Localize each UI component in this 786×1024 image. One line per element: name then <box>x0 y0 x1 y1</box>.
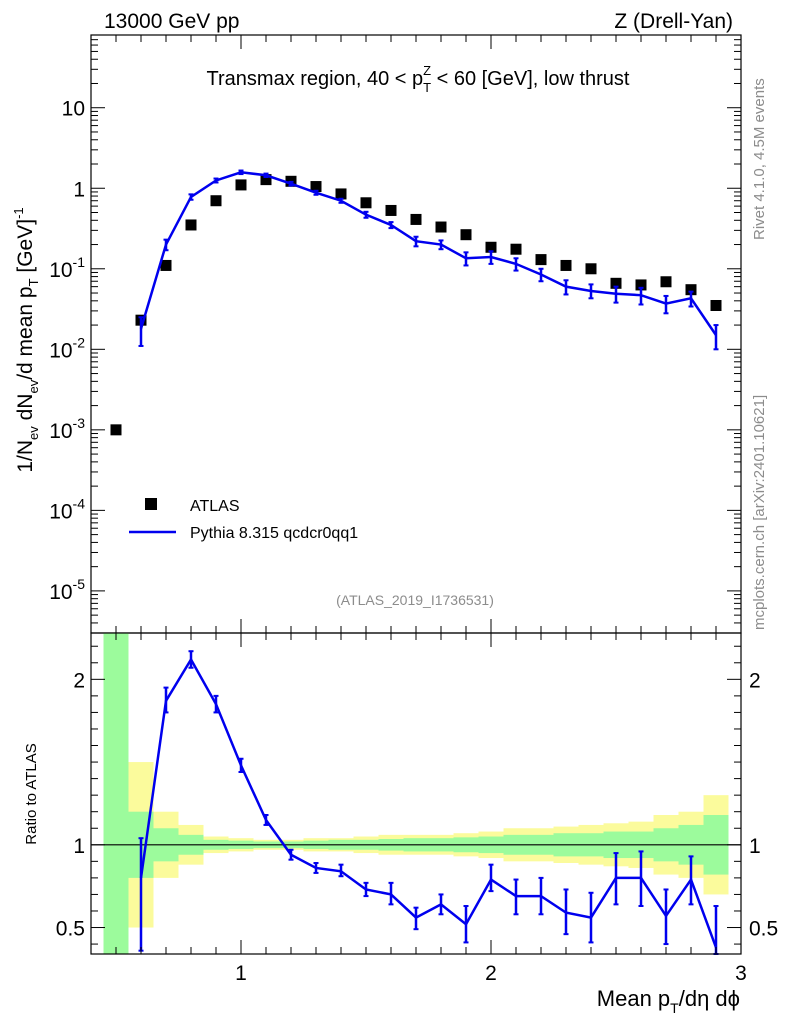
atlas-data-point <box>685 284 697 296</box>
main-panel: ATLAS Pythia 8.315 qcdcr0qq1 (ATLAS_2019… <box>11 34 742 634</box>
atlas-data-point <box>485 241 497 253</box>
ratio-plot-marks <box>138 650 719 955</box>
ratio-y-tick-label-right: 2 <box>749 669 761 692</box>
main-y-tick-label: 10 <box>62 98 85 121</box>
atlas-data-point <box>660 276 672 288</box>
atlas-data-point <box>510 243 522 255</box>
plot-title-tail: < 60 [GeV], low thrust <box>431 68 630 90</box>
atlas-data-point <box>435 221 447 233</box>
atlas-data-point <box>635 279 647 291</box>
atlas-data-point <box>385 204 397 216</box>
plot-title-sub: T <box>423 80 431 95</box>
ratio-frame <box>90 632 742 955</box>
legend: ATLAS Pythia 8.315 qcdcr0qq1 <box>129 498 358 542</box>
main-plot-marks <box>110 169 722 436</box>
energy-label: 13000 GeV pp <box>104 10 239 33</box>
ratio-uncertainty-bands <box>91 633 741 954</box>
main-y-tick-label: 10-5 <box>49 576 85 604</box>
atlas-data-point <box>260 174 272 186</box>
ratio-x-tick-label: 3 <box>735 962 747 985</box>
main-y-axis-label: 1/Nev dNev/d mean pT [GeV]-1 <box>11 207 41 472</box>
plot-title-main: Transmax region, 40 < p <box>207 68 424 90</box>
atlas-data-point <box>535 254 547 266</box>
ratio-y-axis-label: Ratio to ATLAS <box>23 743 40 844</box>
atlas-data-point <box>410 213 422 225</box>
main-frame <box>90 34 742 634</box>
main-y-tick-label: 1 <box>73 178 85 201</box>
process-label: Z (Drell-Yan) <box>614 10 733 33</box>
ratio-axes: 1 2 30.5 0.51 12 2 <box>56 633 778 985</box>
atlas-data-point <box>335 188 347 200</box>
ratio-pythia-line <box>139 656 718 948</box>
ratio-x-tick-label: 2 <box>485 962 497 985</box>
atlas-data-point <box>460 229 472 241</box>
main-y-tick-label: 10-4 <box>49 495 85 523</box>
ratio-y-tick-label-right: 0.5 <box>749 918 778 941</box>
atlas-data-point <box>160 259 172 271</box>
atlas-data-point <box>560 259 572 271</box>
pythia-line <box>139 170 718 336</box>
mcplots-reference-label: mcplots.cern.ch [arXiv:2401.10621] <box>751 395 768 630</box>
analysis-watermark: (ATLAS_2019_I1736531) <box>336 592 494 608</box>
atlas-data-point <box>610 277 622 289</box>
ratio-y-tick-label-right: 1 <box>749 835 761 858</box>
main-axes: 10-5 10-4 10-3 10-2 10-1 1 10 <box>49 34 742 634</box>
atlas-data-point <box>360 197 372 209</box>
atlas-data-point <box>585 263 597 275</box>
ratio-y-tick-label: 0.5 <box>56 918 85 941</box>
legend-atlas-marker <box>145 498 157 510</box>
plot-title: Transmax region, 40 < pZ T < 60 [GeV], lo… <box>207 63 630 95</box>
plot-title-sup: Z <box>423 63 431 78</box>
legend-pythia-label: Pythia 8.315 qcdcr0qq1 <box>190 525 358 542</box>
atlas-data-point <box>310 181 322 193</box>
ratio-x-tick-label: 1 <box>235 962 247 985</box>
ratio-y-tick-label: 2 <box>73 669 85 692</box>
legend-atlas-label: ATLAS <box>190 498 240 515</box>
ratio-y-tick-label: 1 <box>73 835 85 858</box>
atlas-data-point <box>235 179 247 191</box>
main-y-tick-label: 10-3 <box>49 415 85 443</box>
atlas-data-point <box>710 299 722 311</box>
atlas-data-point <box>185 219 197 231</box>
ratio-panel: 1 2 30.5 0.51 12 2 Ratio to ATLAS Mean pT/dη … <box>23 632 778 1016</box>
main-y-tick-label: 10-2 <box>49 334 85 362</box>
atlas-data-point <box>210 195 222 207</box>
ratio-inner-band <box>103 633 129 954</box>
rivet-version-label: Rivet 4.1.0, 4.5M events <box>751 78 768 240</box>
main-y-tick-label: 10-1 <box>49 254 85 282</box>
x-axis-label: Mean pT/dη dϕ <box>597 986 740 1016</box>
atlas-data-point <box>110 424 122 436</box>
